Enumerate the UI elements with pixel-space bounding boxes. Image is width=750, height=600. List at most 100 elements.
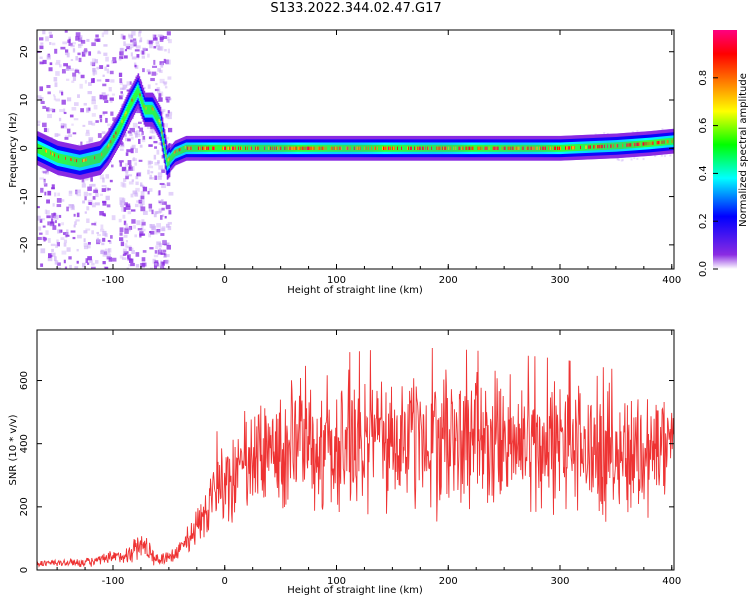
spectrogram-speckle (149, 43, 153, 49)
spectrogram-speckle (64, 30, 68, 33)
spectrogram-speckle (92, 67, 96, 73)
spectrogram-ridge-cell (550, 144, 553, 152)
spectrogram-speckle (105, 174, 110, 179)
spectrogram-ridge-cell (605, 142, 607, 150)
spectrogram-speckle (107, 253, 111, 258)
spectrogram-ridge-cell (239, 144, 241, 152)
spectrogram-speckle (130, 39, 134, 43)
spectrogram-peak-cell (65, 156, 68, 160)
spectrogram-speckle (125, 205, 131, 210)
spectrogram-peak-cell (74, 158, 77, 162)
spectrogram-speckle (47, 253, 52, 259)
spectrogram-speckle (141, 221, 146, 226)
spectrogram-speckle (165, 136, 170, 140)
spectrogram-speckle (61, 199, 65, 202)
spectrogram-ridge-cell (41, 145, 43, 156)
spectrogram-speckle (38, 226, 42, 231)
y-tick-label: 200 (19, 497, 30, 516)
spectrogram-speckle (130, 193, 134, 198)
spectrogram-speckle (135, 187, 140, 192)
spectrogram-speckle (91, 262, 95, 266)
spectrogram-speckle (46, 199, 50, 204)
spectrogram-speckle (165, 223, 170, 228)
spectrogram-speckle (77, 94, 80, 98)
spectrogram-ridge-cell (244, 144, 246, 152)
spectrogram-speckle (119, 51, 124, 56)
spectrogram-speckle (125, 43, 130, 48)
spectrogram-speckle (63, 239, 68, 244)
spectrogram-speckle (147, 71, 151, 75)
spectrogram-speckle (149, 223, 152, 228)
spectrogram-peak-cell (46, 149, 49, 153)
spectrogram-speckle (38, 97, 42, 100)
y-tick-label: 10 (19, 94, 30, 107)
spectrogram-ridge-cell (375, 144, 378, 152)
spectrogram-peak-cell (152, 107, 155, 111)
spectrogram-speckle (71, 80, 75, 83)
spectrogram-speckle (119, 140, 123, 145)
spectrogram-speckle (82, 200, 85, 204)
spectrogram-speckle (123, 207, 127, 212)
spectrogram-ridge-cell (668, 138, 671, 146)
spectrogram-ridge-cell (252, 144, 254, 152)
spectrogram-peak-cell (50, 151, 53, 155)
spectrogram-ridge-cell (344, 144, 347, 152)
spectrogram-speckle (71, 107, 77, 111)
spectrogram-speckle (104, 99, 109, 103)
spectrogram-speckle (167, 76, 172, 80)
spectrogram-ridge-cell (98, 153, 100, 164)
spectrogram-speckle (165, 113, 169, 119)
spectrogram-peak-cell (165, 154, 168, 158)
spectrogram-speckle (62, 41, 68, 45)
spectrogram-speckle (142, 210, 148, 215)
spectrogram-ridge-cell (267, 144, 269, 152)
spectrogram-speckle (83, 102, 87, 106)
spectrogram-ridge-cell (379, 144, 382, 152)
spectrogram-speckle (120, 200, 126, 204)
spectrogram-speckle (631, 131, 634, 134)
spectrogram-speckle (149, 177, 154, 180)
spectrogram-speckle (61, 250, 67, 255)
spectrogram-speckle (154, 250, 158, 254)
spectrogram-speckle (37, 236, 42, 240)
spectrogram-speckle (138, 199, 143, 204)
spectrogram-ridge-cell (164, 147, 167, 157)
spectrogram-speckle (101, 242, 105, 246)
spectrogram-speckle (136, 130, 140, 136)
spectrogram-ridge-cell (132, 94, 135, 105)
spectrogram-speckle (162, 35, 168, 39)
spectrogram-ridge-cell (395, 144, 397, 152)
spectrogram-speckle (154, 88, 159, 92)
spectrogram-ridge-cell (441, 144, 443, 152)
spectrogram-speckle (152, 65, 158, 68)
spectrogram-ridge-cell (93, 154, 95, 165)
spectrogram-ridge-cell (43, 146, 45, 156)
spectrogram-ridge-cell (300, 144, 303, 152)
spectrogram-ridge-cell (216, 144, 218, 152)
y-tick-label: -10 (19, 188, 30, 204)
spectrogram-speckle (61, 222, 65, 226)
spectrogram-speckle (139, 231, 144, 236)
spectrogram-ridge-cell (156, 113, 159, 123)
spectrogram-ridge-cell (126, 107, 129, 117)
spectrogram-ridge-cell (305, 144, 308, 152)
spectrogram-speckle (52, 203, 55, 207)
spectrogram-speckle (167, 48, 171, 54)
spectrogram-speckle (129, 81, 132, 85)
spectrogram-speckle (92, 267, 95, 269)
spectrogram-speckle (158, 229, 161, 234)
spectrogram-ridge-cell (665, 138, 668, 146)
spectrogram-ridge-cell (40, 144, 42, 155)
spectrogram-peak-cell (158, 118, 161, 122)
spectrogram-peak-cell (107, 145, 110, 149)
spectrogram-ridge-cell (368, 144, 371, 152)
spectrogram-peak-cell (86, 158, 89, 162)
spectrogram-speckle (74, 102, 79, 106)
spectrogram-speckle (84, 211, 87, 214)
spectrogram-speckle (140, 206, 146, 212)
spectrogram-speckle (127, 130, 132, 134)
spectrogram-speckle (43, 236, 46, 242)
spectrogram-ridge-cell (348, 144, 351, 152)
spectrogram-ridge-cell (500, 144, 503, 152)
spectrogram-ridge-cell (69, 155, 71, 166)
